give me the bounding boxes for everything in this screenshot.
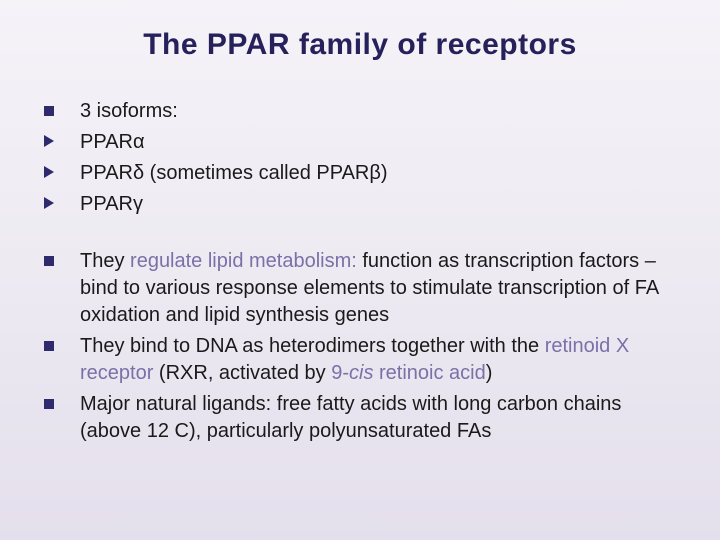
bullet-list: 3 isoforms: PPARα PPARδ (sometimes calle… [38,98,682,445]
list-text: Major natural ligands: free fatty acids … [80,391,682,445]
arrow-bullet-icon [38,129,80,147]
list-text: PPARδ (sometimes called PPARβ) [80,160,682,187]
highlight-text: 9-cis retinoic acid [331,362,486,384]
square-bullet-icon [38,98,80,116]
list-item: PPARδ (sometimes called PPARβ) [38,160,682,187]
highlight-text: regulate lipid metabolism: [130,250,357,272]
list-item: PPARα [38,129,682,156]
square-bullet-icon [38,248,80,266]
list-text: They bind to DNA as heterodimers togethe… [80,333,682,387]
arrow-bullet-icon [38,191,80,209]
list-item: PPARγ [38,191,682,218]
list-item: They bind to DNA as heterodimers togethe… [38,333,682,387]
square-bullet-icon [38,391,80,409]
list-text: PPARγ [80,191,682,218]
list-item: Major natural ligands: free fatty acids … [38,391,682,445]
slide-title: The PPAR family of receptors [38,28,682,62]
list-text: They regulate lipid metabolism: function… [80,248,682,329]
list-text: 3 isoforms: [80,98,682,125]
spacer [38,222,682,244]
list-item: They regulate lipid metabolism: function… [38,248,682,329]
list-item: 3 isoforms: [38,98,682,125]
list-text: PPARα [80,129,682,156]
square-bullet-icon [38,333,80,351]
arrow-bullet-icon [38,160,80,178]
